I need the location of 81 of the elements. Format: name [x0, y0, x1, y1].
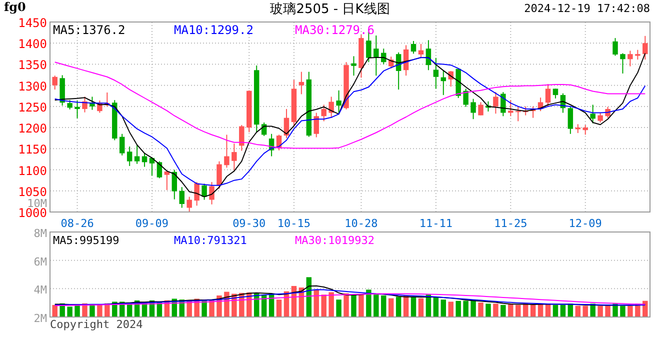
- y-tick-label: 1100: [18, 164, 47, 178]
- candlestick: [463, 88, 468, 108]
- x-tick-label: 09-30: [232, 217, 266, 230]
- candlestick: [314, 112, 319, 138]
- line-series: [54, 289, 646, 306]
- line-series: [54, 62, 646, 149]
- y-tick-label: 6M: [34, 255, 48, 268]
- candlestick: [493, 92, 498, 114]
- text: MA5:995199: [53, 234, 120, 247]
- candlestick: [224, 134, 230, 168]
- candlestick: [232, 143, 237, 171]
- candlestick: [620, 52, 626, 74]
- candlestick: [239, 124, 244, 152]
- text: MA5:1376.2: [53, 23, 126, 37]
- y-tick-label: 1200: [18, 122, 47, 136]
- candlestick: [336, 90, 342, 114]
- text: Copyright 2024: [50, 318, 144, 331]
- candlestick: [194, 182, 200, 206]
- candlestick: [470, 98, 476, 120]
- candlestick: [635, 49, 640, 60]
- y-tick-label: 1300: [18, 79, 47, 94]
- candlestick: [321, 104, 326, 122]
- candlestick: [433, 57, 439, 90]
- candlestick: [552, 88, 558, 99]
- text: MA10:791321: [174, 234, 247, 247]
- x-tick-label: 12-09: [568, 217, 602, 230]
- candlestick: [568, 106, 574, 134]
- candlestick: [590, 104, 596, 124]
- candlestick: [418, 43, 424, 58]
- candlestick: [134, 144, 140, 164]
- y-tick-label: 1000: [18, 206, 47, 220]
- x-tick-label: 11-25: [494, 217, 528, 230]
- candlestick: [328, 96, 334, 118]
- candlestick: [126, 146, 132, 166]
- candlestick: [598, 112, 603, 123]
- candlestick: [52, 75, 58, 90]
- candlestick: [90, 96, 95, 110]
- x-tick-label: 08-26: [60, 217, 94, 230]
- y-tick-label: 1350: [18, 58, 47, 72]
- y-tick-label: 2M: [34, 312, 48, 325]
- candlestick: [202, 183, 207, 200]
- candlestick: [179, 186, 184, 208]
- x-tick-label: 11-11: [419, 217, 452, 230]
- candlestick: [612, 38, 618, 56]
- candlestick: [628, 50, 633, 67]
- candlestick: [374, 35, 379, 76]
- y-tick-label: 8M: [34, 227, 48, 240]
- chart-title: 玻璃2505 - 日K线图: [270, 2, 390, 17]
- text: MA10:1299.2: [174, 23, 254, 37]
- text: fg0: [4, 0, 26, 14]
- x-tick-label: 09-09: [135, 217, 169, 230]
- text: MA30:1279.6: [295, 23, 374, 37]
- candlestick: [74, 100, 80, 119]
- candlestick: [582, 124, 588, 136]
- candlestick: [186, 196, 192, 212]
- y-tick-label: 1250: [18, 100, 47, 114]
- y-tick-label: 1050: [18, 184, 47, 199]
- text: 2024-12-19 17:42:08: [524, 2, 650, 15]
- y-tick-label: 1450: [18, 16, 47, 30]
- candlestick: [642, 35, 648, 60]
- candlestick: [216, 160, 222, 190]
- candlestick: [298, 71, 304, 95]
- candlestick: [508, 100, 514, 117]
- y-tick-label: 4M: [34, 284, 48, 297]
- y-tick-label: 1400: [18, 37, 47, 52]
- text: MA30:1019932: [295, 234, 374, 247]
- candlestick: [351, 56, 356, 76]
- candlestick: [410, 40, 416, 54]
- candlestick: [119, 133, 125, 156]
- x-tick-label: 10-15: [277, 217, 311, 230]
- candlestick: [67, 100, 72, 110]
- line-series: [54, 293, 646, 306]
- y-tick-label: 1150: [18, 142, 47, 157]
- candlestick: [478, 102, 484, 116]
- candlestick: [516, 106, 521, 122]
- candlestick: [545, 84, 551, 107]
- candlestick: [209, 182, 214, 205]
- candlestick: [164, 170, 170, 191]
- candlestick: [82, 96, 88, 113]
- candlestick: [172, 169, 178, 200]
- x-tick-label: 10-28: [344, 217, 378, 230]
